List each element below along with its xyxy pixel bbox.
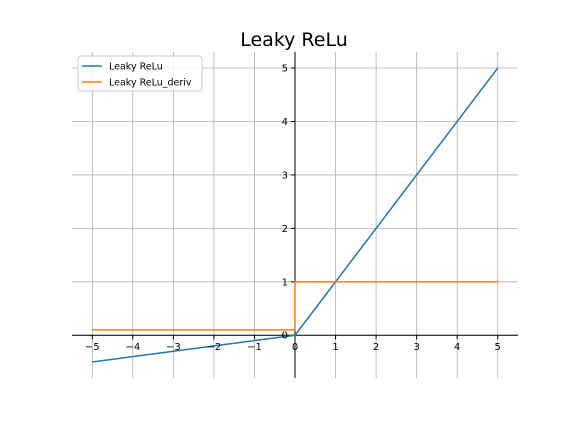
chart-title: Leaky ReLu bbox=[240, 29, 348, 51]
data-series bbox=[92, 67, 499, 363]
y-tick-label: 5 bbox=[282, 64, 288, 75]
series-line-leaky-relu-deriv bbox=[92, 281, 498, 331]
legend-label-leaky-relu-deriv: Leaky ReLu_deriv bbox=[109, 78, 192, 89]
x-tick-label: −1 bbox=[247, 342, 262, 353]
y-tick-label: 3 bbox=[282, 170, 288, 181]
x-tick-label: 3 bbox=[413, 342, 419, 353]
x-tick-label: 4 bbox=[454, 342, 460, 353]
y-tick-label: 4 bbox=[282, 117, 288, 128]
y-tick-label: 1 bbox=[282, 277, 288, 288]
legend-frame bbox=[77, 55, 203, 92]
x-tick-label: −5 bbox=[85, 342, 100, 353]
tick-labels: −5 −4 −3 −2 −1 0 1 2 3 4 5 0 1 2 3 4 5 bbox=[85, 64, 501, 354]
x-tick-label: 2 bbox=[373, 342, 379, 353]
x-tick-label: −4 bbox=[125, 342, 140, 353]
x-tick-label: −2 bbox=[207, 342, 222, 353]
x-tick-label: 0 bbox=[292, 342, 298, 353]
x-tick-label: −3 bbox=[166, 342, 181, 353]
y-tick-label: 0 bbox=[282, 331, 288, 342]
series-line-leaky-relu bbox=[92, 67, 499, 363]
legend: Leaky ReLu Leaky ReLu_deriv bbox=[77, 55, 203, 92]
x-tick-label: 1 bbox=[332, 342, 338, 353]
x-tick-label: 5 bbox=[495, 342, 501, 353]
y-tick-label: 2 bbox=[282, 224, 288, 235]
legend-label-leaky-relu: Leaky ReLu bbox=[109, 62, 163, 73]
